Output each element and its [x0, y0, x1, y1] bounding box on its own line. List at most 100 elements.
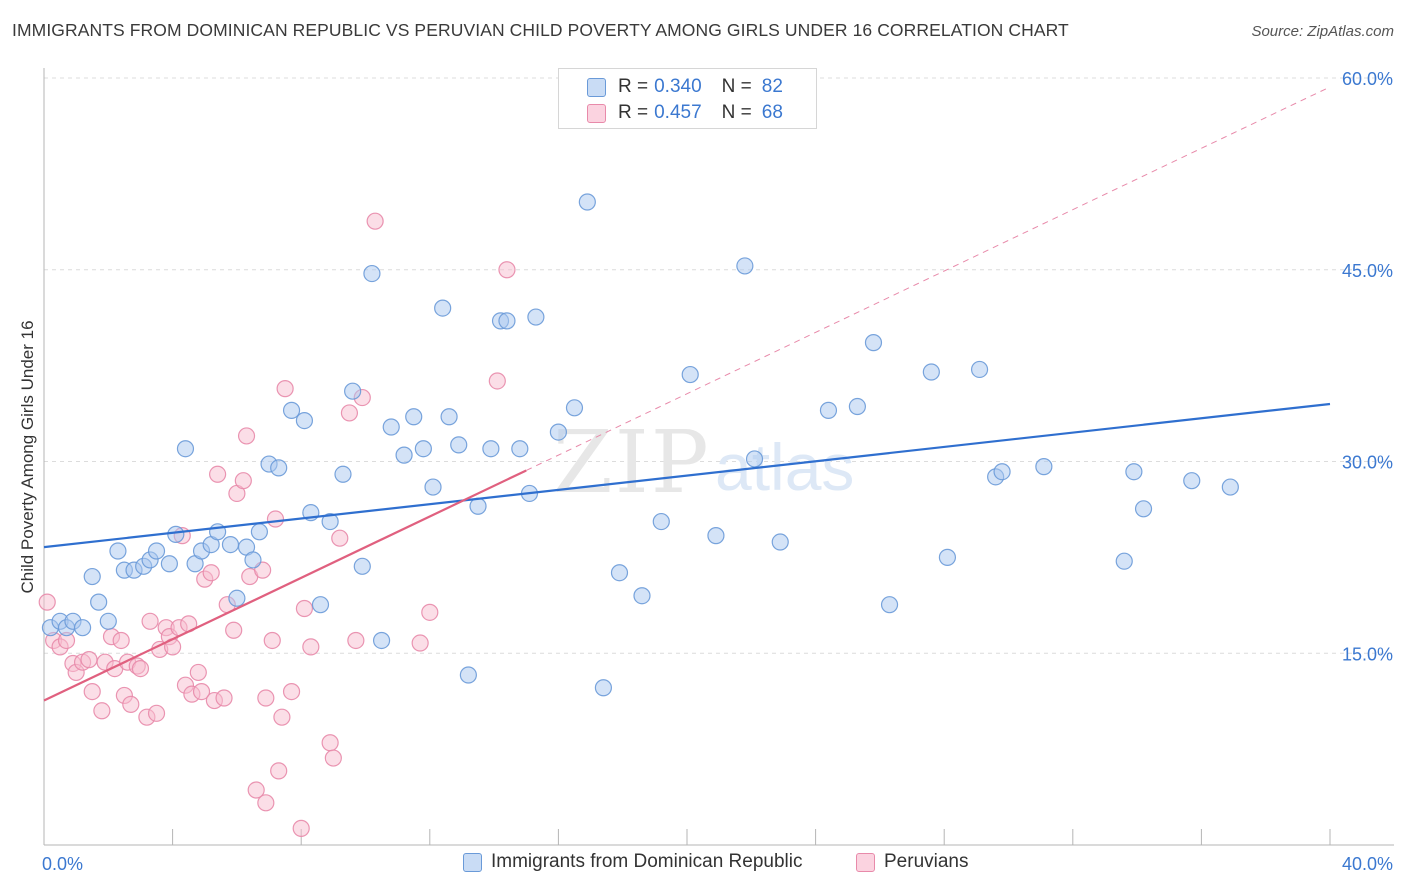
- peruvians-point: [234, 472, 252, 490]
- peruvians-point: [112, 631, 130, 650]
- y-tick-label: 30.0%: [1342, 453, 1393, 473]
- peruvians-trend-line: [43, 469, 527, 702]
- correlation-legend: R = 0.340 N = 82 R = 0.457 N = 68: [558, 68, 817, 129]
- series-swatch-blue: [463, 852, 482, 872]
- dominican-point: [848, 397, 866, 416]
- peruvians-point: [247, 781, 265, 799]
- dominican-point: [334, 465, 352, 483]
- dominican-point: [652, 512, 670, 531]
- dominican-point: [270, 459, 288, 477]
- dominican-point: [434, 299, 452, 317]
- peruvians-point: [147, 704, 166, 722]
- y-tick-label: 45.0%: [1342, 261, 1393, 281]
- peruvians-point: [237, 427, 256, 445]
- series-legend-peruvians: Peruvians: [856, 851, 969, 873]
- axes: [43, 68, 1394, 846]
- dominican-point: [1125, 463, 1143, 481]
- peruvians-point: [215, 689, 233, 707]
- peruvians-point: [421, 603, 439, 621]
- dominican-point: [736, 257, 754, 275]
- dominican-point: [450, 436, 468, 454]
- peruvians-point: [347, 631, 365, 650]
- peruvians-point: [38, 593, 56, 611]
- legend-r-value: 0.457: [654, 102, 702, 123]
- dominican-point: [99, 612, 117, 630]
- dominican-point: [459, 666, 477, 684]
- legend-n-value: 82: [761, 76, 783, 97]
- legend-r-value: 0.340: [654, 76, 702, 97]
- peruvians-point: [131, 659, 150, 678]
- dominican-point: [681, 365, 699, 384]
- dominican-point: [1134, 500, 1153, 518]
- peruvians-point: [302, 638, 320, 656]
- watermark-zip: ZIP: [553, 413, 711, 513]
- dominican-point: [395, 446, 413, 464]
- peruvians-point: [257, 689, 275, 707]
- dominican-point: [482, 440, 500, 458]
- dominican-point: [424, 478, 442, 496]
- source-credit: Source: ZipAtlas.com: [1251, 23, 1394, 40]
- peruvians-point: [257, 794, 275, 812]
- watermark-atlas: atlas: [715, 430, 854, 504]
- peruvians-point: [324, 749, 342, 767]
- dominican-point: [707, 527, 725, 545]
- series-label-peruvians: Peruvians: [884, 851, 969, 872]
- dominican-point: [73, 619, 92, 637]
- series-label-dominican: Immigrants from Dominican Republic: [491, 851, 803, 872]
- legend-row-dominican: R = 0.340 N = 82: [587, 74, 783, 100]
- series-swatch-pink: [856, 852, 875, 872]
- dominican-point: [610, 564, 629, 582]
- dominican-point: [469, 497, 487, 515]
- dominican-point: [176, 440, 195, 458]
- peruvians-point: [270, 762, 288, 780]
- watermark: ZIP atlas: [553, 413, 854, 513]
- dominican-point: [511, 440, 529, 458]
- peruvians-point: [141, 612, 159, 630]
- dominican-point: [321, 512, 339, 531]
- dominican-point: [405, 408, 423, 426]
- dominican-point: [1035, 458, 1053, 476]
- dominican-point: [440, 408, 458, 426]
- dominican-point: [147, 542, 166, 560]
- peruvians-point: [366, 212, 384, 230]
- peruvians-point: [282, 682, 301, 701]
- dominican-point: [549, 423, 568, 441]
- dominican-point: [382, 418, 400, 436]
- legend-swatch-blue: [587, 77, 606, 97]
- peruvians-point: [189, 663, 207, 682]
- chart-title: IMMIGRANTS FROM DOMINICAN REPUBLIC VS PE…: [12, 20, 1069, 40]
- grid-lines: [44, 77, 1394, 654]
- dominican-point: [745, 450, 764, 468]
- dominican-point: [90, 593, 108, 611]
- dominican-point: [578, 193, 596, 211]
- dominican-point: [372, 631, 391, 650]
- peruvians-point: [295, 599, 314, 618]
- series-legend: Immigrants from Dominican Republic Peruv…: [0, 851, 1406, 877]
- peruvians-point: [263, 631, 281, 650]
- peruvians-point: [266, 510, 285, 528]
- legend-n-label: N =: [721, 102, 752, 123]
- peruvians-trend-extension: [526, 86, 1331, 471]
- dominican-point: [311, 596, 330, 614]
- dominican-point: [414, 440, 432, 458]
- dominican-point: [244, 551, 262, 569]
- legend-n-value: 68: [761, 102, 783, 123]
- peruvians-point: [411, 634, 429, 652]
- dominican-point: [993, 463, 1011, 481]
- legend-swatch-pink: [587, 103, 606, 123]
- peruvians-point: [202, 564, 220, 582]
- peruvians-point: [276, 380, 294, 398]
- dominican-point: [498, 312, 516, 330]
- trend-lines: [43, 86, 1331, 702]
- peruvians-point: [192, 682, 211, 701]
- peruvians-point: [331, 529, 349, 547]
- dominican-points: [41, 193, 1239, 697]
- dominican-point: [970, 360, 989, 379]
- dominican-point: [1221, 478, 1239, 496]
- legend-n-label: N =: [721, 76, 752, 97]
- legend-r-label: R =: [618, 102, 649, 123]
- dominican-point: [295, 411, 314, 430]
- dominican-point: [633, 587, 651, 605]
- dominican-point: [282, 401, 301, 419]
